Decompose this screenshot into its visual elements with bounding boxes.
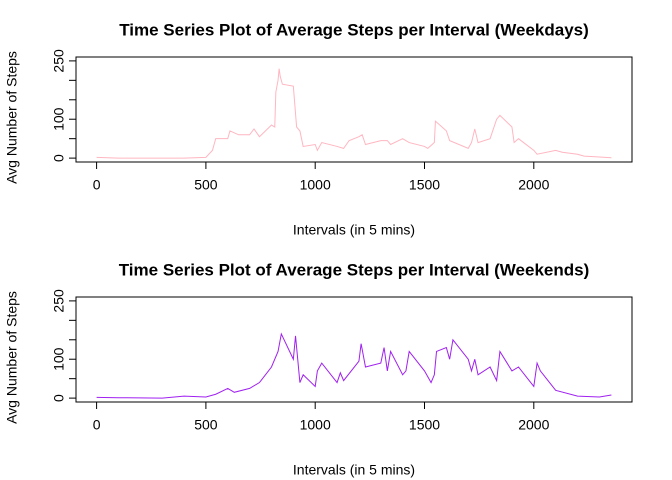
x-axis-label: Intervals (in 5 mins) bbox=[293, 222, 415, 238]
x-tick-label: 500 bbox=[194, 177, 218, 193]
plot-box bbox=[75, 56, 633, 163]
x-axis-label: Intervals (in 5 mins) bbox=[293, 462, 415, 478]
x-tick-label: 1500 bbox=[409, 177, 440, 193]
y-tick-label: 0 bbox=[51, 394, 67, 402]
data-line bbox=[96, 68, 612, 159]
y-tick-label: 250 bbox=[51, 289, 67, 313]
data-line bbox=[96, 332, 612, 399]
x-tick-label: 0 bbox=[93, 417, 101, 433]
x-tick-label: 0 bbox=[93, 177, 101, 193]
y-tick-label: 100 bbox=[51, 347, 67, 371]
chart-title: Time Series Plot of Average Steps per In… bbox=[119, 260, 590, 279]
x-tick-label: 1000 bbox=[300, 177, 331, 193]
x-tick-label: 1000 bbox=[300, 417, 331, 433]
chart-title: Time Series Plot of Average Steps per In… bbox=[119, 20, 589, 39]
y-axis-label: Avg Number of Steps bbox=[4, 291, 20, 424]
y-axis-label: Avg Number of Steps bbox=[4, 51, 20, 184]
x-tick-label: 2000 bbox=[518, 417, 549, 433]
y-tick-label: 250 bbox=[51, 49, 67, 73]
y-tick-label: 0 bbox=[51, 154, 67, 162]
x-tick-label: 2000 bbox=[518, 177, 549, 193]
plot-box bbox=[75, 296, 633, 403]
x-tick-label: 1500 bbox=[409, 417, 440, 433]
x-tick-label: 500 bbox=[194, 417, 218, 433]
y-tick-label: 100 bbox=[51, 107, 67, 131]
